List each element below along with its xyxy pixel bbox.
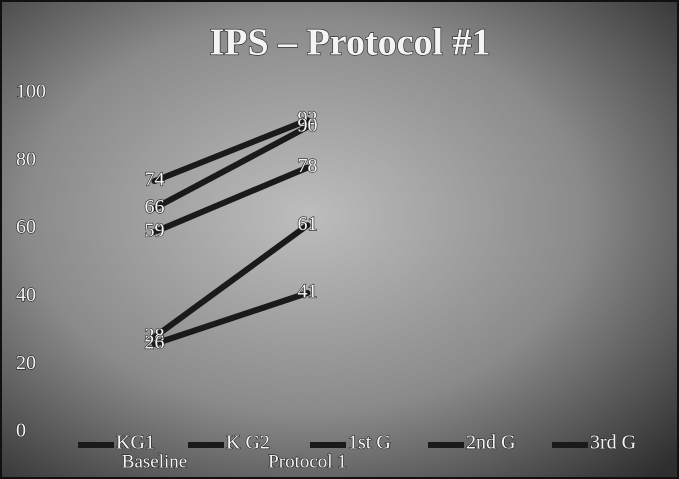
data-label: 92 bbox=[298, 108, 318, 130]
legend-label: K G2 bbox=[226, 432, 270, 454]
x-tick-label: Protocol 1 bbox=[268, 451, 347, 472]
data-label: 41 bbox=[298, 281, 318, 303]
y-tick-label: 40 bbox=[16, 284, 36, 306]
y-tick-label: 0 bbox=[16, 420, 26, 442]
legend-label: 3rd G bbox=[590, 432, 636, 454]
y-tick-label: 80 bbox=[16, 148, 36, 170]
series-line bbox=[151, 123, 311, 212]
legend-label: KG1 bbox=[116, 432, 155, 454]
data-label: 74 bbox=[145, 169, 165, 191]
y-tick-label: 60 bbox=[16, 216, 36, 238]
legend-label: 1st G bbox=[348, 432, 391, 454]
x-tick-label: Baseline bbox=[122, 451, 187, 472]
series-line bbox=[151, 290, 311, 347]
data-label: 78 bbox=[298, 155, 318, 177]
series-line bbox=[151, 164, 311, 235]
y-tick-label: 100 bbox=[16, 81, 46, 103]
data-label: 59 bbox=[145, 220, 165, 242]
series-line bbox=[151, 222, 311, 341]
data-label: 90 bbox=[298, 114, 318, 136]
data-label: 61 bbox=[298, 213, 318, 235]
data-label: 26 bbox=[145, 331, 165, 353]
legend-label: 2nd G bbox=[466, 432, 515, 454]
data-label: 66 bbox=[145, 196, 165, 218]
series-line bbox=[151, 117, 311, 185]
y-tick-label: 20 bbox=[16, 352, 36, 374]
chart-title: IPS – Protocol #1 bbox=[209, 22, 490, 64]
data-label: 28 bbox=[145, 325, 165, 347]
